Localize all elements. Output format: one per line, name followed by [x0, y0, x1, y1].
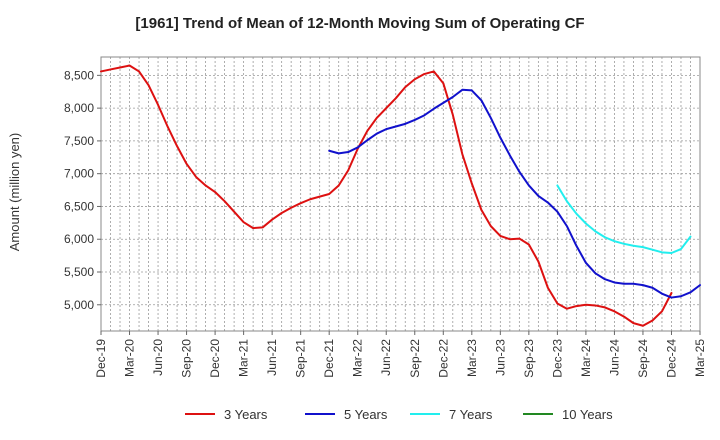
legend-label-10-years: 10 Years	[562, 407, 613, 422]
y-tick-label: 6,500	[64, 199, 94, 213]
y-tick-label: 5,500	[64, 265, 94, 279]
y-tick-label: 6,000	[64, 232, 94, 246]
x-tick-label: Mar-22	[351, 339, 365, 377]
x-tick-label: Dec-19	[94, 339, 108, 378]
x-tick-label: Dec-21	[322, 339, 336, 378]
x-tick-label: Dec-24	[664, 339, 678, 378]
y-tick-label: 8,500	[64, 68, 94, 82]
x-tick-label: Mar-21	[237, 339, 251, 377]
x-tick-label: Sep-24	[636, 339, 650, 378]
x-tick-label: Jun-22	[379, 339, 393, 376]
legend-label-5-years: 5 Years	[344, 407, 388, 422]
grid	[100, 57, 701, 331]
series-line-3-years	[100, 64, 673, 327]
x-tick-label: Jun-23	[493, 339, 507, 376]
legend: 3 Years 5 Years 7 Years 10 Years	[185, 407, 613, 422]
y-tick-label: 7,000	[64, 167, 94, 181]
y-axis-title: Amount (million yen)	[7, 133, 22, 252]
plot-area	[100, 56, 701, 332]
x-tick-label: Jun-24	[607, 339, 621, 376]
x-tick-label: Dec-23	[550, 339, 564, 378]
x-tick-label: Mar-24	[579, 339, 593, 377]
series-lines	[100, 64, 701, 327]
y-tick-label: 8,000	[64, 101, 94, 115]
x-tick-label: Dec-20	[208, 339, 222, 378]
series-line-5-years	[328, 88, 701, 299]
series-line-7-years	[556, 184, 692, 254]
x-tick-label: Mar-23	[465, 339, 479, 377]
x-tick-label: Sep-20	[180, 339, 194, 378]
x-tick-label: Jun-20	[151, 339, 165, 376]
legend-label-3-years: 3 Years	[224, 407, 268, 422]
y-tick-label: 7,500	[64, 134, 94, 148]
y-axis: 5,000 5,500 6,000 6,500 7,000 7,500 8,000 8,500	[64, 68, 101, 312]
y-tick-label: 5,000	[64, 298, 94, 312]
x-tick-label: Mar-25	[693, 339, 707, 377]
x-tick-label: Sep-22	[408, 339, 422, 378]
x-tick-label: Mar-20	[123, 339, 137, 377]
x-tick-label: Jun-21	[265, 339, 279, 376]
x-tick-label: Sep-23	[522, 339, 536, 378]
x-tick-label: Dec-22	[436, 339, 450, 378]
x-axis: Dec-19 Mar-20 Jun-20 Sep-20 Dec-20 Mar-21 Jun-…	[94, 331, 707, 378]
chart-title: [1961] Trend of Mean of 12-Month Moving …	[135, 15, 584, 32]
legend-label-7-years: 7 Years	[449, 407, 493, 422]
x-tick-label: Sep-21	[294, 339, 308, 378]
